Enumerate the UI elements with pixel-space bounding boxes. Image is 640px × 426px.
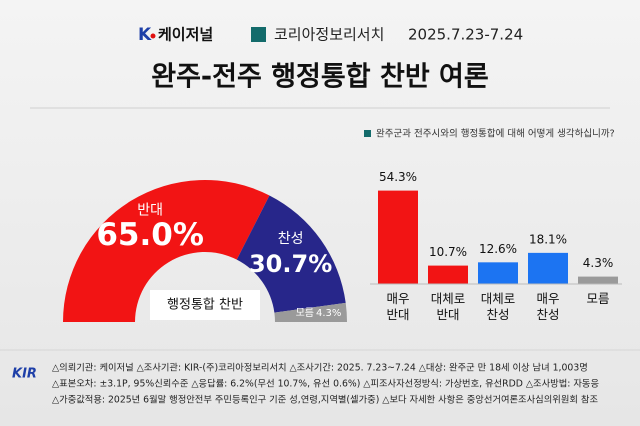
- brand-dot: [150, 33, 156, 39]
- bar: [478, 262, 518, 284]
- footer-logo: KIR: [12, 367, 37, 382]
- question: 완주군과 전주시와의 행정통합에 대해 어떻게 생각하십니까?: [376, 128, 615, 140]
- slice-label: 반대: [137, 202, 163, 218]
- brand: 케이저널: [158, 26, 213, 44]
- donut-segment: [236, 195, 346, 313]
- bar: [428, 265, 468, 284]
- value-label: 10.7%: [429, 245, 467, 259]
- bar: [378, 190, 418, 284]
- agency-icon: [251, 27, 266, 42]
- footer-line: △표본오차: ±3.1P, 95%신뢰수준 △응답률: 6.2%(무선 10.7…: [52, 378, 599, 390]
- slice-label: 모름: [296, 307, 314, 319]
- slice-value: 30.7%: [249, 250, 332, 278]
- title: 완주-전주 행정통합 찬반 여론: [151, 62, 489, 93]
- slice-label: 찬성: [278, 231, 304, 247]
- slice-value: 65.0%: [96, 217, 204, 253]
- category-label: 대체로 찬성: [481, 291, 516, 322]
- footer-line: △의뢰기관: 케이저널 △조사기관: KIR-(주)코리아정보리서치 △조사기간…: [52, 362, 588, 374]
- category-label: 매우 반대: [386, 291, 409, 322]
- agency: 코리아정보리서치: [274, 26, 384, 44]
- bar: [528, 252, 568, 284]
- category-label: 대체로 반대: [431, 291, 466, 322]
- center-label-box: [150, 290, 260, 320]
- center-label: 행정통합 찬반: [167, 297, 243, 313]
- value-label: 54.3%: [379, 170, 417, 184]
- donut-segment: [63, 180, 270, 322]
- value-label: 12.6%: [479, 242, 517, 256]
- footer-line: △가중값적용: 2025년 6월말 행정안전부 주민등록인구 기준 성,연령,지…: [52, 394, 598, 406]
- value-label: 18.1%: [529, 232, 567, 246]
- brand-mark: K: [138, 25, 152, 45]
- category-label: 매우 찬성: [536, 291, 559, 322]
- question-icon: [364, 130, 371, 137]
- category-label: 모름: [586, 291, 609, 306]
- slice-value: 4.3%: [316, 308, 341, 319]
- value-label: 4.3%: [583, 256, 614, 270]
- bar: [578, 276, 618, 284]
- period: 2025.7.23-7.24: [408, 26, 523, 44]
- donut-segment: [274, 302, 348, 322]
